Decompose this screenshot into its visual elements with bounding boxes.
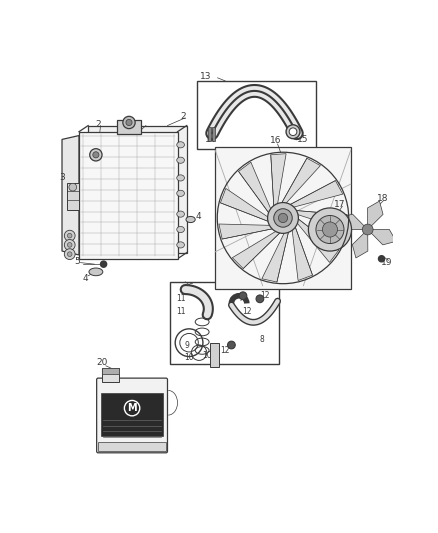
Circle shape <box>268 203 298 233</box>
Polygon shape <box>367 201 383 230</box>
Polygon shape <box>295 211 347 230</box>
Polygon shape <box>232 231 281 269</box>
Circle shape <box>286 125 300 139</box>
Polygon shape <box>352 230 368 258</box>
Text: 2: 2 <box>95 119 101 128</box>
Polygon shape <box>262 231 289 282</box>
Polygon shape <box>219 224 274 239</box>
Ellipse shape <box>186 216 195 223</box>
Circle shape <box>308 208 352 251</box>
Ellipse shape <box>177 227 184 232</box>
Text: 16: 16 <box>269 136 281 146</box>
Text: 7: 7 <box>238 294 243 303</box>
Polygon shape <box>289 181 343 207</box>
Text: M: M <box>127 403 137 413</box>
Circle shape <box>239 292 247 300</box>
Circle shape <box>289 128 297 135</box>
Text: 10: 10 <box>184 353 194 362</box>
Bar <box>212 127 215 141</box>
Bar <box>210 343 219 367</box>
Circle shape <box>274 209 292 227</box>
FancyBboxPatch shape <box>97 378 167 453</box>
Ellipse shape <box>89 268 103 276</box>
Text: 18: 18 <box>377 194 388 203</box>
Circle shape <box>67 243 72 247</box>
Bar <box>117 120 141 134</box>
Circle shape <box>126 119 132 126</box>
Circle shape <box>64 239 75 251</box>
Circle shape <box>93 152 99 158</box>
Text: 5: 5 <box>74 256 80 265</box>
Bar <box>208 127 212 141</box>
Text: 2: 2 <box>180 112 186 121</box>
Text: 8: 8 <box>260 335 265 344</box>
Circle shape <box>378 256 385 262</box>
Circle shape <box>64 230 75 241</box>
Ellipse shape <box>177 190 184 196</box>
Circle shape <box>279 213 288 223</box>
Text: 11: 11 <box>176 306 185 316</box>
Polygon shape <box>296 218 339 262</box>
Ellipse shape <box>177 142 184 148</box>
Polygon shape <box>88 126 187 253</box>
Polygon shape <box>239 162 272 214</box>
Polygon shape <box>220 188 270 222</box>
Text: 20: 20 <box>96 358 108 367</box>
Text: 10: 10 <box>202 351 212 360</box>
Text: 11: 11 <box>176 294 185 303</box>
Polygon shape <box>292 225 313 280</box>
Text: 4: 4 <box>195 212 201 221</box>
Circle shape <box>69 183 77 191</box>
Text: 12: 12 <box>220 346 230 355</box>
Circle shape <box>67 252 72 256</box>
Bar <box>67 183 79 210</box>
Text: 4: 4 <box>82 273 88 282</box>
Polygon shape <box>62 135 79 255</box>
Text: 15: 15 <box>297 135 308 144</box>
Polygon shape <box>79 132 177 259</box>
Circle shape <box>228 341 235 349</box>
Circle shape <box>316 215 344 244</box>
Bar <box>215 147 351 289</box>
Bar <box>170 282 279 364</box>
Ellipse shape <box>177 157 184 163</box>
Circle shape <box>123 116 135 128</box>
Circle shape <box>362 224 373 235</box>
Bar <box>102 368 119 382</box>
Circle shape <box>100 261 107 267</box>
Circle shape <box>67 233 72 238</box>
Text: 14: 14 <box>205 135 216 144</box>
Bar <box>102 368 119 374</box>
Text: 13: 13 <box>200 72 212 81</box>
Polygon shape <box>339 214 367 230</box>
Ellipse shape <box>177 211 184 217</box>
Circle shape <box>90 149 102 161</box>
Polygon shape <box>271 154 286 207</box>
Text: 17: 17 <box>333 200 345 209</box>
Ellipse shape <box>177 175 184 181</box>
Bar <box>98 442 166 451</box>
Bar <box>197 81 316 149</box>
Text: 3: 3 <box>59 173 65 182</box>
Text: 9: 9 <box>184 341 189 350</box>
Circle shape <box>64 249 75 260</box>
Text: 12: 12 <box>242 306 251 316</box>
Circle shape <box>256 295 264 303</box>
Ellipse shape <box>177 242 184 248</box>
Polygon shape <box>367 229 396 245</box>
Text: 1: 1 <box>138 119 143 128</box>
Circle shape <box>322 222 338 237</box>
Text: 12: 12 <box>261 291 270 300</box>
Text: 19: 19 <box>381 258 393 267</box>
Text: 6: 6 <box>188 283 194 292</box>
Bar <box>101 393 163 436</box>
Polygon shape <box>281 158 321 204</box>
